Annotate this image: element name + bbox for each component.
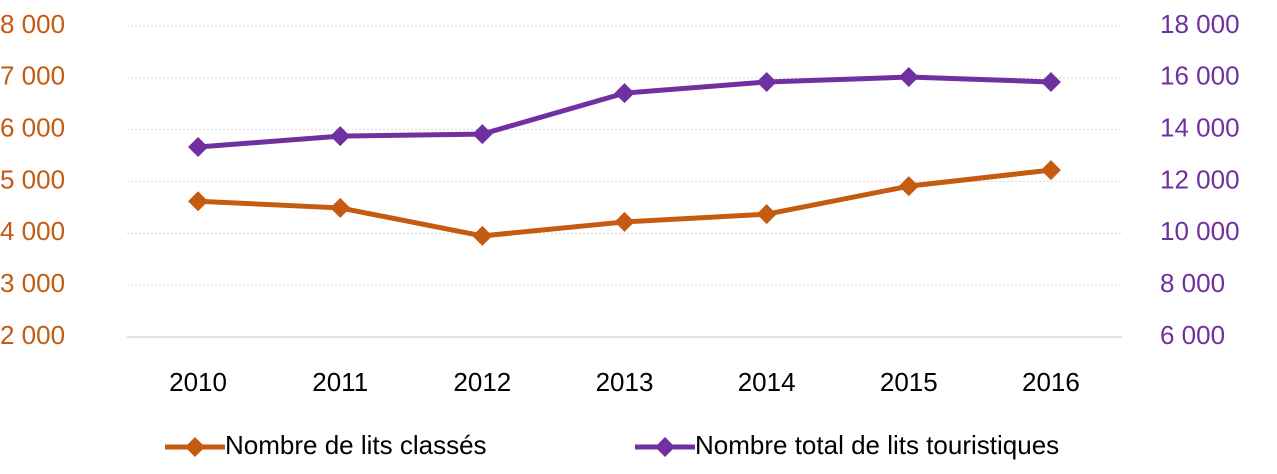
y2-tick-label: 6 000 — [1160, 320, 1225, 350]
y2-tick-label: 16 000 — [1160, 61, 1240, 91]
marker — [756, 71, 777, 92]
y-tick-label: 2 000 — [0, 320, 65, 350]
marker — [188, 137, 209, 158]
y-tick-label: 4 000 — [0, 216, 65, 246]
marker — [472, 225, 493, 246]
marker — [472, 124, 493, 145]
x-tick-label: 2014 — [738, 367, 796, 397]
legend-label: Nombre de lits classés — [225, 430, 487, 460]
marker — [614, 83, 635, 104]
y2-tick-label: 8 000 — [1160, 268, 1225, 298]
x-tick-label: 2013 — [596, 367, 654, 397]
legend-marker — [185, 437, 205, 457]
y-tick-label: 3 000 — [0, 268, 65, 298]
y2-tick-label: 10 000 — [1160, 216, 1240, 246]
marker — [1040, 71, 1061, 92]
y-tick-label: 7 000 — [0, 61, 65, 91]
marker — [330, 197, 351, 218]
marker — [614, 211, 635, 232]
y2-tick-label: 18 000 — [1160, 9, 1240, 39]
x-tick-label: 2016 — [1022, 367, 1080, 397]
legend-label: Nombre total de lits touristiques — [695, 430, 1059, 460]
y-tick-label: 8 000 — [0, 9, 65, 39]
y-tick-label: 6 000 — [0, 113, 65, 143]
y-tick-label: 5 000 — [0, 164, 65, 194]
x-tick-label: 2010 — [169, 367, 227, 397]
marker — [188, 191, 209, 212]
marker — [898, 176, 919, 197]
y2-tick-label: 12 000 — [1160, 164, 1240, 194]
legend-marker — [655, 437, 675, 457]
x-tick-label: 2012 — [453, 367, 511, 397]
x-tick-label: 2015 — [880, 367, 938, 397]
y2-tick-label: 14 000 — [1160, 113, 1240, 143]
marker — [330, 126, 351, 147]
marker — [898, 67, 919, 88]
x-tick-label: 2011 — [312, 367, 368, 397]
marker — [756, 204, 777, 225]
marker — [1040, 160, 1061, 181]
